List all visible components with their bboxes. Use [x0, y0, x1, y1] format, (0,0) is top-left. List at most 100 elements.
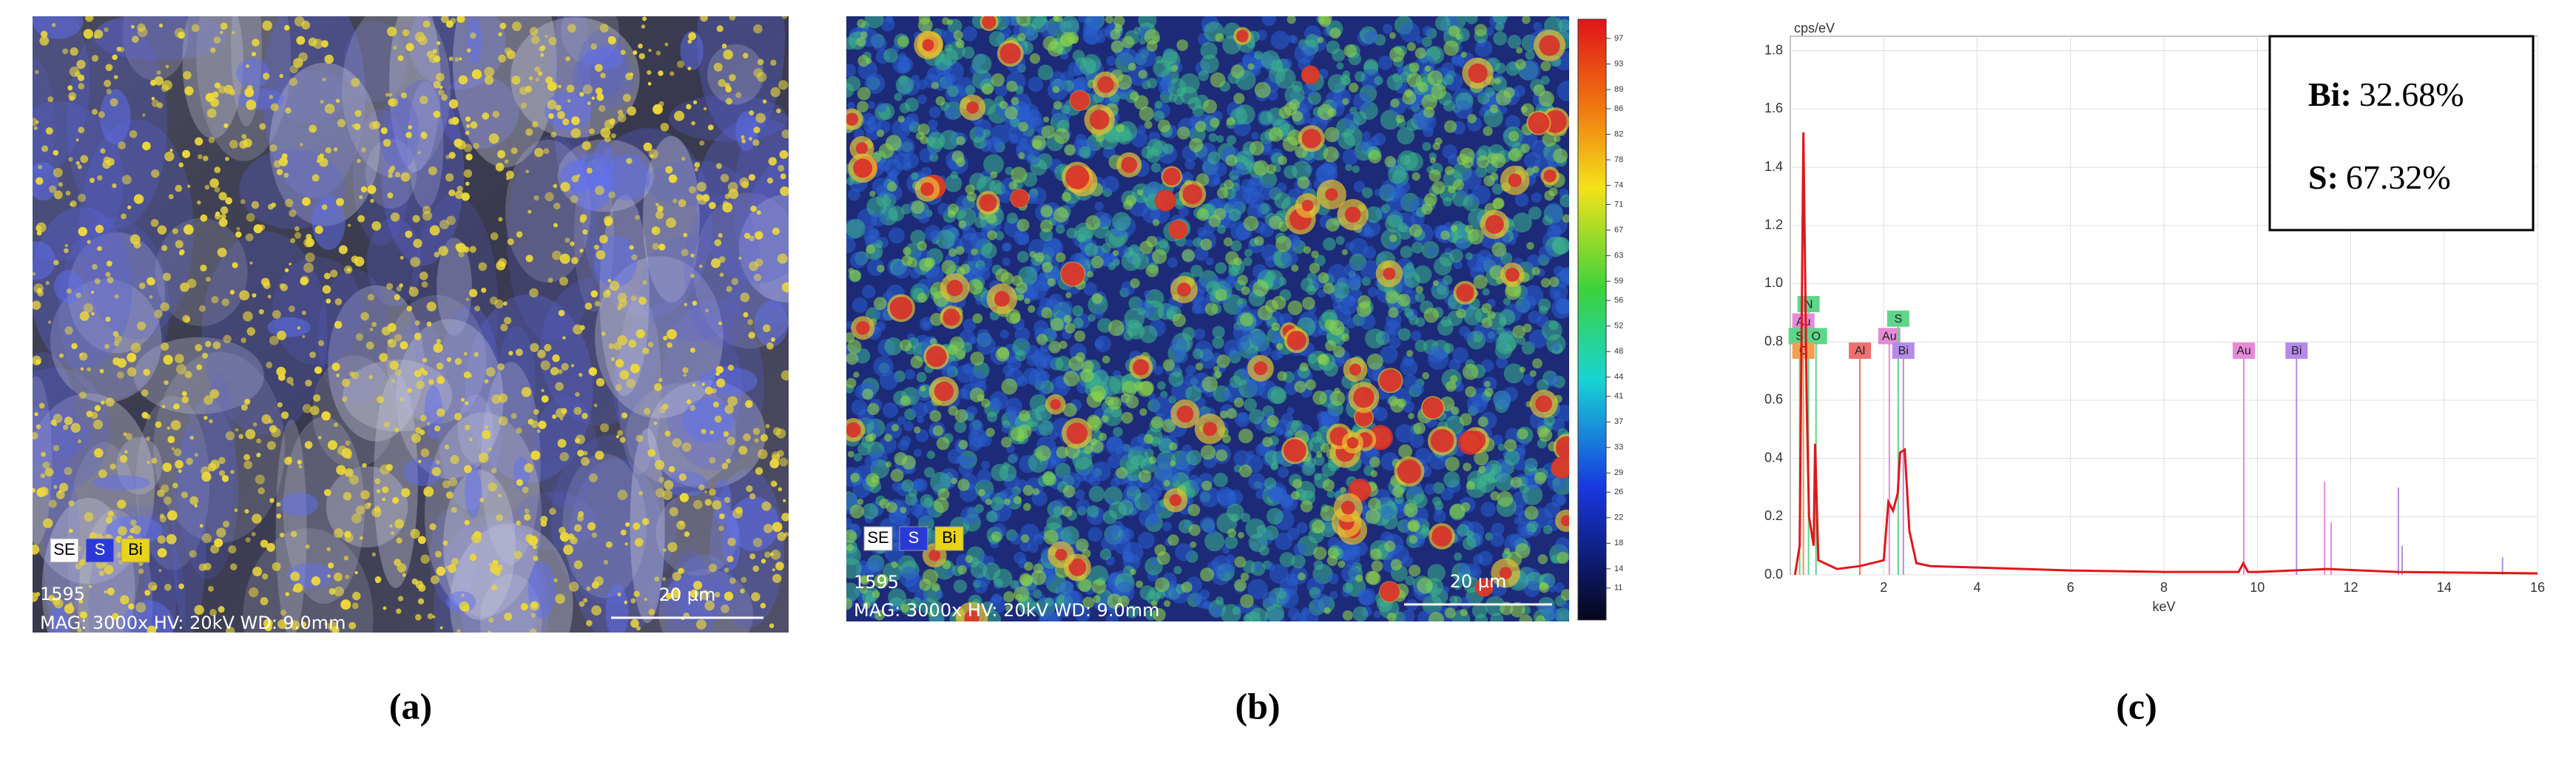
texture — [495, 163, 505, 172]
texture — [92, 419, 104, 430]
texture — [698, 367, 758, 396]
texture — [129, 129, 138, 138]
texture — [1192, 104, 1204, 117]
texture — [1022, 502, 1031, 511]
texture — [1244, 249, 1252, 257]
texture — [365, 341, 374, 350]
texture — [917, 292, 928, 303]
texture — [589, 128, 595, 135]
texture — [599, 24, 609, 33]
texture — [668, 174, 678, 183]
texture — [1462, 536, 1477, 550]
texture — [64, 248, 69, 254]
texture — [156, 70, 161, 75]
texture — [104, 79, 112, 87]
texture — [53, 149, 59, 156]
texture — [755, 112, 766, 124]
texture — [429, 225, 440, 236]
texture — [1247, 192, 1264, 209]
texture — [166, 426, 171, 430]
texture — [943, 308, 960, 326]
texture — [221, 475, 229, 482]
texture — [567, 533, 575, 540]
texture — [866, 244, 876, 254]
texture — [556, 408, 566, 419]
texture — [1371, 560, 1383, 573]
texture — [1505, 267, 1520, 282]
texture — [116, 371, 124, 379]
texture — [41, 451, 46, 457]
texture — [100, 89, 131, 145]
texture — [1364, 328, 1386, 349]
texture — [465, 181, 470, 186]
texture — [718, 78, 726, 87]
texture — [630, 428, 665, 624]
texture — [1075, 538, 1089, 552]
texture — [989, 398, 1002, 411]
texture — [864, 16, 884, 29]
texture — [118, 141, 127, 149]
texture — [500, 323, 508, 331]
texture — [968, 419, 984, 434]
texture — [582, 229, 588, 235]
texture — [1449, 596, 1458, 604]
texture — [1234, 556, 1247, 568]
texture — [1223, 276, 1236, 289]
texture — [914, 426, 921, 434]
texture — [1390, 398, 1405, 413]
texture — [617, 490, 628, 500]
texture — [716, 25, 724, 33]
texture — [1136, 189, 1143, 196]
texture — [1052, 86, 1060, 93]
texture — [1429, 169, 1441, 182]
texture — [266, 361, 273, 368]
texture — [591, 581, 599, 589]
texture — [595, 451, 604, 460]
texture — [1020, 534, 1030, 543]
texture — [684, 194, 761, 348]
texture — [846, 544, 854, 551]
texture — [371, 221, 382, 231]
texture — [1510, 476, 1523, 488]
texture — [1137, 307, 1145, 316]
texture — [633, 50, 638, 55]
texture — [438, 246, 448, 256]
texture — [1255, 490, 1265, 499]
texture — [1526, 520, 1539, 533]
texture — [266, 542, 276, 552]
texture — [641, 518, 650, 525]
texture — [1065, 292, 1072, 299]
texture — [1327, 573, 1339, 584]
texture — [285, 592, 290, 596]
texture — [1542, 525, 1553, 535]
texture — [1147, 78, 1158, 89]
texture — [891, 482, 903, 493]
texture — [341, 468, 345, 473]
texture — [392, 496, 399, 504]
texture — [294, 16, 305, 27]
texture — [1352, 92, 1372, 111]
texture — [1227, 528, 1237, 538]
texture — [873, 356, 894, 377]
texture — [1125, 465, 1142, 482]
texture — [162, 462, 172, 472]
texture — [1259, 170, 1278, 189]
texture — [1233, 323, 1252, 343]
texture — [590, 371, 596, 377]
texture — [1152, 608, 1166, 621]
texture — [969, 336, 978, 345]
texture — [757, 58, 764, 66]
texture — [1003, 591, 1015, 603]
texture — [1028, 368, 1048, 388]
texture — [321, 411, 331, 421]
texture — [664, 471, 708, 497]
texture — [897, 56, 914, 73]
texture — [1123, 200, 1133, 210]
texture — [1195, 121, 1207, 132]
texture — [392, 45, 397, 50]
texture — [975, 297, 984, 306]
texture — [530, 601, 538, 609]
texture — [986, 213, 997, 224]
texture — [513, 550, 522, 559]
texture — [1123, 331, 1133, 341]
